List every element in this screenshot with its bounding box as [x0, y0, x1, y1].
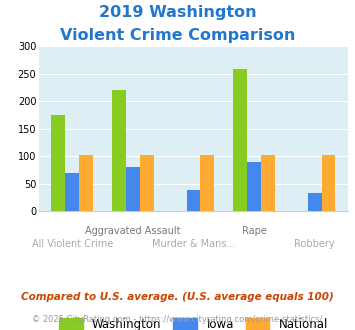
Bar [79, 155, 93, 211]
Text: Rape: Rape [242, 226, 267, 236]
Bar [308, 193, 322, 211]
Bar [65, 173, 79, 211]
Bar [51, 115, 65, 211]
Text: Robbery: Robbery [294, 239, 335, 249]
Bar [186, 190, 201, 211]
Bar [140, 155, 154, 211]
Text: © 2025 CityRating.com - https://www.cityrating.com/crime-statistics/: © 2025 CityRating.com - https://www.city… [32, 315, 323, 324]
Bar [233, 69, 247, 211]
Legend: Washington, Iowa, National: Washington, Iowa, National [54, 313, 333, 330]
Bar [112, 90, 126, 211]
Bar [201, 155, 214, 211]
Text: 2019 Washington: 2019 Washington [99, 5, 256, 20]
Text: Compared to U.S. average. (U.S. average equals 100): Compared to U.S. average. (U.S. average … [21, 292, 334, 302]
Bar [261, 155, 275, 211]
Text: Murder & Mans...: Murder & Mans... [152, 239, 235, 249]
Text: Violent Crime Comparison: Violent Crime Comparison [60, 28, 295, 43]
Text: Aggravated Assault: Aggravated Assault [85, 226, 181, 236]
Bar [322, 155, 335, 211]
Bar [247, 162, 261, 211]
Text: All Violent Crime: All Violent Crime [32, 239, 113, 249]
Bar [126, 167, 140, 211]
